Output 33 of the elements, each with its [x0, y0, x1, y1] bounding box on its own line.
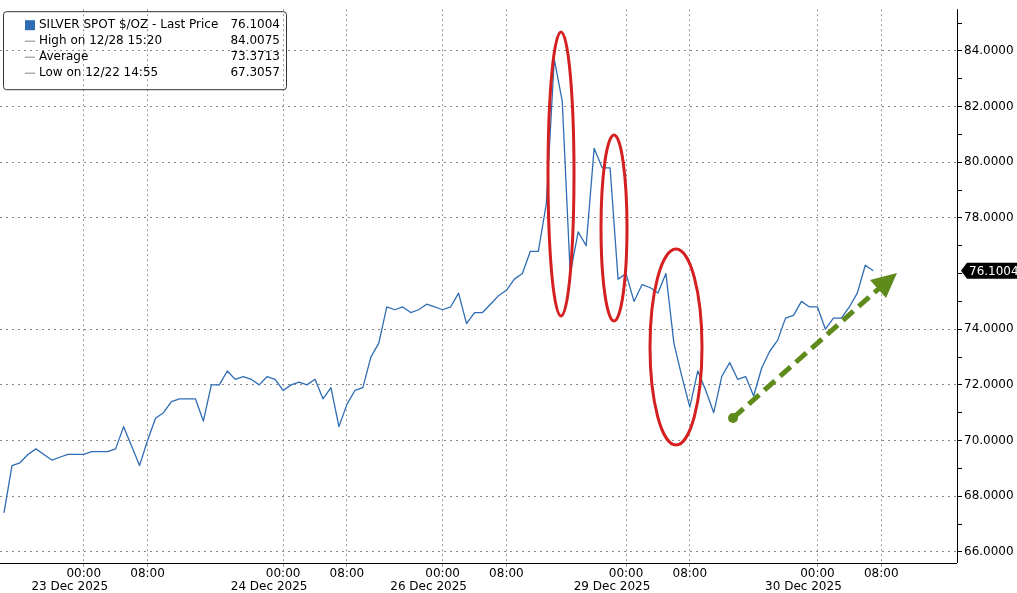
x-tick-label: 00:00 — [800, 566, 835, 581]
annotation: 76.1004 — [230, 17, 280, 32]
text: 23 Dec 2025 — [31, 579, 109, 593]
y-tick-label: 84.0000 — [964, 43, 1014, 58]
x-tick-label: 08:00 — [130, 566, 165, 581]
x-tick-label: 00:00 — [265, 566, 301, 581]
annotation: Low on 12/22 14:55 — [39, 65, 159, 80]
text: 76.1004 — [969, 263, 1017, 278]
y-tick-label: 80.0000 — [964, 154, 1014, 169]
annotation: 67.3057 — [230, 65, 280, 80]
x-tick-label: 08:00 — [672, 566, 708, 581]
y-tick-label: 68.0000 — [964, 488, 1014, 503]
annotation: Average — [39, 49, 89, 64]
y-tick-label: 74.0000 — [964, 321, 1014, 336]
x-tick-label: 00:00 — [66, 566, 102, 581]
annotation: 73.3713 — [230, 49, 280, 64]
y-tick-label: 82.0000 — [964, 98, 1014, 113]
x-tick-label: 08:00 — [489, 566, 524, 581]
text: 26 Dec 2025 — [390, 579, 467, 593]
y-tick-label: 70.0000 — [964, 432, 1014, 447]
x-tick-label: 08:00 — [329, 566, 365, 581]
annotation: 84.0075 — [230, 33, 280, 48]
legend-label: SILVER SPOT $/OZ - Last Price — [39, 17, 219, 32]
x-tick-label: 00:00 — [425, 566, 460, 581]
text: 24 Dec 2025 — [230, 579, 308, 593]
annotation: High on 12/28 15:20 — [39, 33, 163, 48]
y-tick-label: 72.0000 — [964, 377, 1014, 392]
x-tick-label: 00:00 — [608, 566, 644, 581]
x-tick-label: 08:00 — [863, 566, 899, 581]
y-tick-label: 66.0000 — [964, 543, 1014, 558]
text: 29 Dec 2025 — [573, 579, 651, 593]
text: 30 Dec 2025 — [765, 579, 842, 593]
y-tick-label: 78.0000 — [964, 210, 1014, 225]
